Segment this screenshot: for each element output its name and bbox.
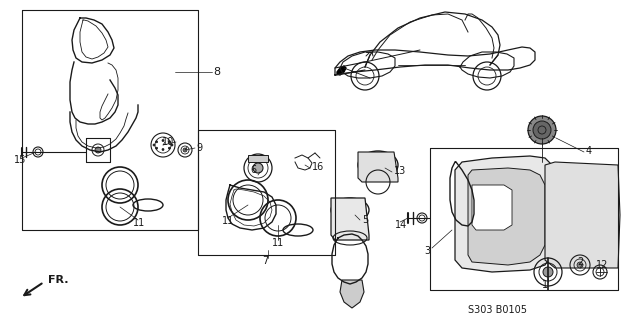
Polygon shape [545,162,620,268]
Circle shape [168,147,170,149]
Polygon shape [455,156,555,272]
Circle shape [171,144,173,146]
Circle shape [162,148,164,150]
Circle shape [95,147,101,153]
Text: 1: 1 [542,280,548,290]
Text: S303 B0105: S303 B0105 [468,305,528,315]
Circle shape [156,147,158,149]
Text: 11: 11 [133,218,145,228]
Text: 11: 11 [222,216,234,226]
Circle shape [253,163,263,173]
Polygon shape [340,280,364,308]
Circle shape [162,140,164,141]
Polygon shape [248,155,268,162]
Text: 8: 8 [213,67,220,77]
Circle shape [577,262,583,268]
Text: 15: 15 [14,155,26,165]
Text: 14: 14 [395,220,407,230]
Text: 16: 16 [312,162,324,172]
Text: 13: 13 [394,166,406,176]
Circle shape [153,144,155,146]
Polygon shape [468,168,545,265]
Text: 6: 6 [251,165,257,175]
Text: 4: 4 [586,146,592,156]
Text: 2: 2 [577,257,583,267]
Circle shape [543,267,553,277]
Polygon shape [337,66,346,75]
Circle shape [156,141,158,143]
Text: 5: 5 [362,215,368,225]
Circle shape [533,121,551,139]
Circle shape [168,141,170,143]
Text: 10: 10 [162,137,174,147]
Circle shape [183,148,187,152]
Text: 11: 11 [272,238,285,248]
Text: 3: 3 [424,246,430,256]
Text: FR.: FR. [48,275,68,285]
Text: 12: 12 [596,260,609,270]
Circle shape [528,116,556,144]
Polygon shape [331,198,369,240]
Text: 7: 7 [262,256,268,266]
Polygon shape [358,152,398,182]
Text: 9: 9 [196,143,202,153]
Polygon shape [472,185,512,230]
